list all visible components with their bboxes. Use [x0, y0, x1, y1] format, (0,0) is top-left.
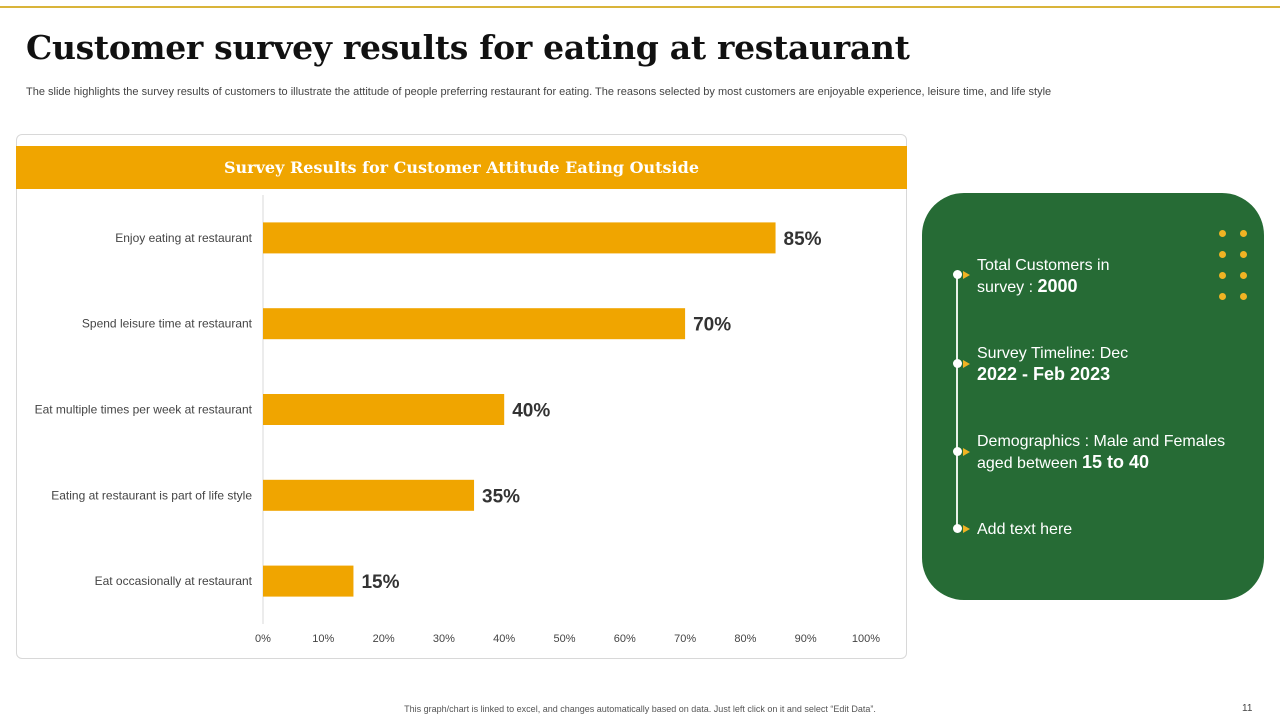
- info-item-text: Demographics : Male and Females aged bet…: [977, 433, 1226, 472]
- info-item-highlight: 2000: [1037, 276, 1078, 296]
- decor-dot: [1219, 293, 1226, 300]
- page-subtitle: The slide highlights the survey results …: [26, 86, 1052, 98]
- footer-note: This graph/chart is linked to excel, and…: [404, 704, 876, 714]
- decor-dot: [1240, 251, 1247, 258]
- info-item-survey-timeline: Survey Timeline: Dec 2022 - Feb 2023: [977, 343, 1177, 386]
- decor-dot: [1219, 230, 1226, 237]
- timeline-dot: [953, 447, 962, 456]
- timeline-dot: [953, 524, 962, 533]
- timeline-arrow-icon: [963, 525, 970, 533]
- info-item-text: Add text here: [977, 521, 1073, 538]
- decor-dot: [1240, 272, 1247, 279]
- timeline-arrow-icon: [963, 360, 970, 368]
- info-item-highlight: 15 to 40: [1081, 452, 1150, 472]
- decor-dot: [1219, 272, 1226, 279]
- decor-dot: [1240, 293, 1247, 300]
- chart-title: Survey Results for Customer Attitude Eat…: [16, 146, 907, 189]
- page-number: 11: [1242, 703, 1253, 714]
- decor-dot: [1219, 251, 1226, 258]
- survey-info-panel: [922, 193, 1264, 600]
- info-item-add-text[interactable]: Add text here: [977, 519, 1177, 540]
- timeline-arrow-icon: [963, 271, 970, 279]
- info-item-highlight: 2022 - Feb 2023: [977, 364, 1111, 384]
- info-item-demographics: Demographics : Male and Females aged bet…: [977, 431, 1237, 474]
- info-item-total-customers: Total Customers in survey : 2000: [977, 255, 1137, 298]
- timeline-dot: [953, 270, 962, 279]
- chart-frame[interactable]: [16, 134, 907, 659]
- timeline-arrow-icon: [963, 448, 970, 456]
- top-accent-rule: [0, 6, 1280, 8]
- info-item-text: Total Customers in survey :: [977, 257, 1110, 296]
- decor-dot: [1240, 230, 1247, 237]
- info-item-text: Survey Timeline: Dec: [977, 345, 1129, 362]
- page-title: Customer survey results for eating at re…: [26, 28, 910, 67]
- timeline-line: [956, 274, 958, 530]
- timeline-dot: [953, 359, 962, 368]
